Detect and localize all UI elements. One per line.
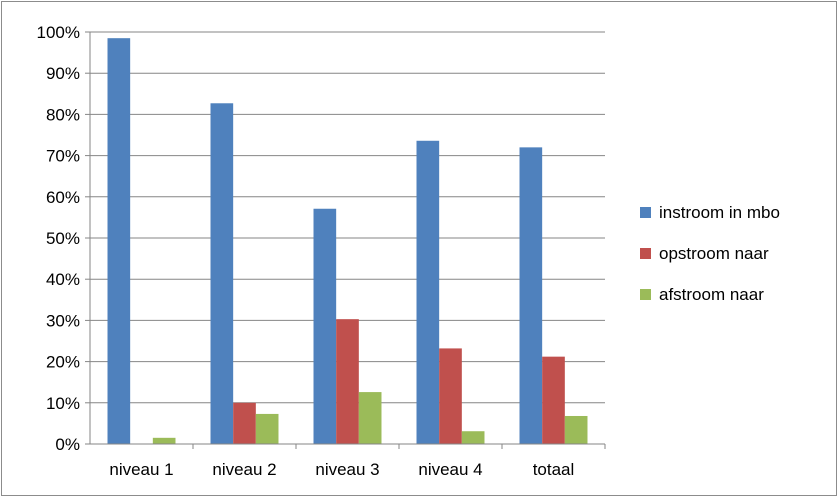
y-axis-tick-labels: 0% 10% 20% 30% 40% 50% 60% 70% 80% 90% 100% [37,23,80,454]
legend-label: opstroom naar [659,244,769,263]
y-tick-label: 90% [46,64,80,83]
bar-afstroom-naar-totaal [564,415,588,444]
bar-afstroom-naar-niveau-1 [152,437,176,444]
bar-instroom-in-mbo-niveau-4 [416,140,440,444]
y-tick-label: 10% [46,394,80,413]
bar-afstroom-naar-niveau-2 [255,413,279,444]
y-tick-label: 60% [46,188,80,207]
x-tick-label: totaal [533,460,575,479]
x-tick-label: niveau 3 [315,460,379,479]
bar-opstroom-naar-niveau-2 [233,402,256,444]
y-tick-label: 50% [46,229,80,248]
y-tick-label: 30% [46,311,80,330]
bar-instroom-in-mbo-niveau-1 [107,38,131,445]
legend-swatch [640,289,651,300]
bars [107,38,588,445]
y-tick-label: 100% [37,23,80,42]
axes [85,31,606,449]
legend-label: afstroom naar [659,285,764,304]
bar-instroom-in-mbo-niveau-3 [313,208,337,444]
bar-opstroom-naar-totaal [542,356,565,444]
bar-instroom-in-mbo-niveau-2 [210,103,234,444]
legend-swatch [640,248,651,259]
y-tick-label: 40% [46,270,80,289]
legend: instroom in mbo opstroom naar afstroom naa… [640,203,780,304]
y-tick-label: 70% [46,147,80,166]
bar-afstroom-naar-niveau-4 [461,431,485,444]
x-tick-label: niveau 1 [109,460,173,479]
bar-opstroom-naar-niveau-3 [336,319,359,444]
bar-instroom-in-mbo-totaal [519,147,543,445]
y-tick-label: 20% [46,353,80,372]
x-axis-tick-labels: niveau 1 niveau 2 niveau 3 niveau 4 totaal [109,460,574,479]
y-tick-label: 0% [55,435,80,454]
bar-opstroom-naar-niveau-4 [439,348,462,444]
x-tick-label: niveau 4 [418,460,482,479]
x-tick-label: niveau 2 [212,460,276,479]
legend-label: instroom in mbo [659,203,780,222]
legend-swatch [640,207,651,218]
gridlines [90,31,605,404]
y-tick-label: 80% [46,105,80,124]
bar-afstroom-naar-niveau-3 [358,392,382,444]
